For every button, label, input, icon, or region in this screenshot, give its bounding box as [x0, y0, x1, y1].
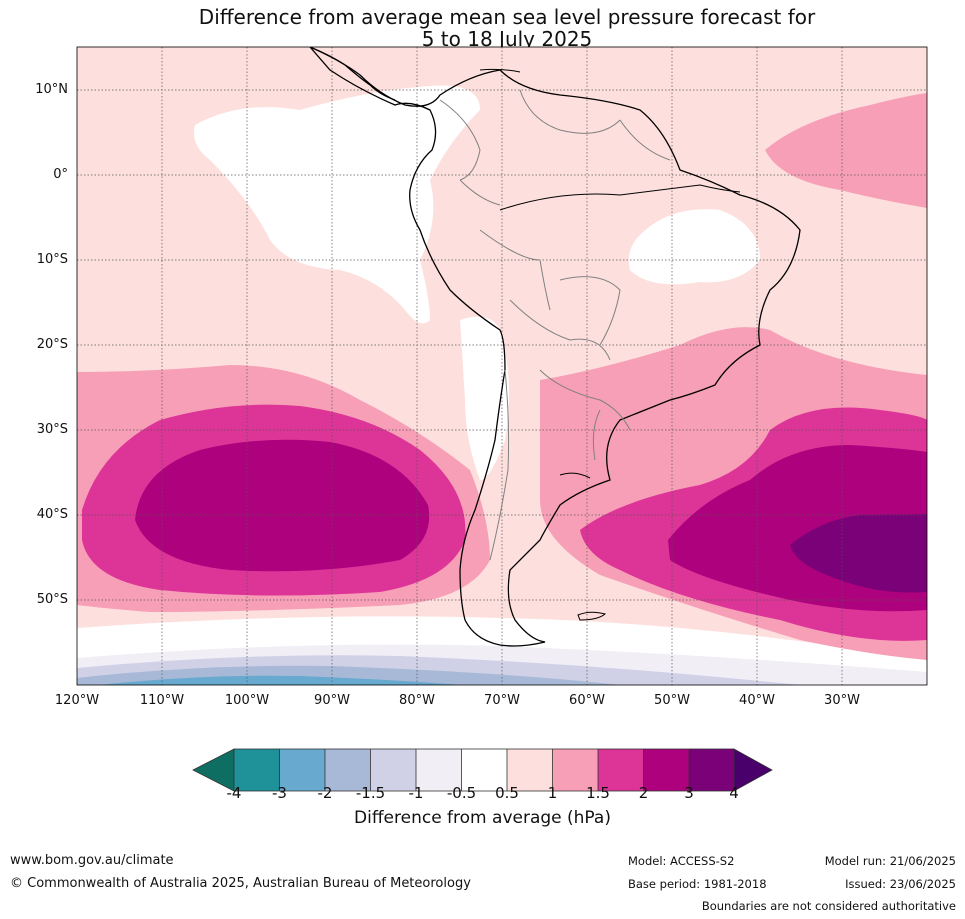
colorbar-tick-3: 3	[684, 784, 694, 802]
colorbar-swatch-3	[689, 749, 734, 791]
neutral-region-brazil	[628, 209, 760, 285]
footer-website[interactable]: www.bom.gov.au/climate	[10, 853, 174, 868]
footer-disclaimer: Boundaries are not considered authoritat…	[701, 899, 956, 913]
lon-label-120w: 120°W	[54, 693, 100, 708]
footer-model-run: Model run: 21/06/2025	[824, 854, 956, 868]
colorbar-tick-minus-3: -3	[272, 784, 287, 802]
colorbar-tick-4: 4	[729, 784, 739, 802]
colorbar-swatch-minus-2	[325, 749, 371, 791]
colorbar-tick-minus-2: -2	[317, 784, 333, 802]
anomaly-region-atlantic-north-1	[765, 93, 927, 208]
graticule	[77, 47, 927, 685]
colorbar-swatch-minus-3	[279, 749, 325, 791]
colorbar-swatch-0-5	[507, 749, 553, 791]
country-borders	[439, 89, 671, 561]
colorbar-tick-minus-1: -1	[408, 784, 424, 802]
lat-label-10s: 10°S	[36, 252, 68, 267]
colorbar-tick-minus-0-5: -0.5	[446, 784, 477, 802]
anomaly-band-minus-2	[100, 675, 460, 685]
colorbar-tick-minus-4: -4	[226, 784, 242, 802]
footer-copyright: © Commonwealth of Australia 2025, Austra…	[10, 876, 471, 891]
lon-label-90w: 90°W	[314, 693, 350, 708]
lon-label-40w: 40°W	[739, 693, 775, 708]
neutral-region-andes	[460, 316, 509, 480]
colorbar-tick-1: 1	[547, 784, 558, 802]
lon-label-100w: 100°W	[224, 693, 270, 708]
colorbar-swatch-1	[552, 749, 598, 791]
map-frame	[76, 46, 928, 686]
map-title-line2: 5 to 18 July 2025	[421, 27, 593, 51]
south-america-coastline	[309, 47, 801, 647]
footer-issued: Issued: 23/06/2025	[845, 877, 956, 891]
colorbar-swatch-minus-1-5	[370, 749, 416, 791]
neutral-region-pacific	[194, 85, 480, 324]
lon-label-60w: 60°W	[569, 693, 605, 708]
colorbar-tick-0-5: 0.5	[495, 784, 519, 802]
colorbar-tick-2: 2	[638, 784, 649, 802]
colorbar-tick-minus-1-5: -1.5	[355, 784, 386, 802]
colorbar-swatch-1-5	[598, 749, 644, 791]
anomaly-region-pacific-2	[135, 439, 430, 572]
central-america-coastline	[309, 47, 396, 101]
anomaly-region-atlantic-3	[790, 514, 927, 593]
rio-de-la-plata	[559, 472, 591, 479]
footer-model: Model: ACCESS-S2	[628, 854, 735, 868]
colorbar-dividers	[279, 749, 690, 791]
falkland-islands	[577, 611, 607, 621]
colorbar-swatch-minus-4	[234, 749, 280, 791]
lat-label-20s: 20°S	[36, 337, 68, 352]
lon-label-80w: 80°W	[399, 693, 435, 708]
lon-label-110w: 110°W	[139, 693, 185, 708]
lat-label-30s: 30°S	[36, 422, 68, 437]
lat-label-0: 0°	[53, 167, 68, 182]
colorbar-title: Difference from average (hPa)	[354, 808, 611, 828]
lat-label-40s: 40°S	[36, 507, 68, 522]
lon-label-30w: 30°W	[824, 693, 860, 708]
colorbar	[192, 748, 773, 792]
lon-label-50w: 50°W	[654, 693, 690, 708]
lat-label-50s: 50°S	[36, 592, 68, 607]
footer-base-period: Base period: 1981-2018	[628, 877, 767, 891]
colorbar-swatch-minus-1	[416, 749, 462, 791]
colorbar-swatch-neutral	[461, 749, 507, 791]
colorbar-swatch-2	[643, 749, 689, 791]
colorbar-outline	[233, 748, 735, 792]
colorbar-tick-1-5: 1.5	[586, 784, 610, 802]
lon-label-70w: 70°W	[484, 693, 520, 708]
map-plot-area	[77, 47, 927, 685]
map-title-line1: Difference from average mean sea level p…	[198, 5, 816, 29]
amazon-river	[499, 184, 741, 211]
caribbean-islands	[479, 68, 521, 73]
lat-label-10n: 10°N	[35, 82, 68, 97]
